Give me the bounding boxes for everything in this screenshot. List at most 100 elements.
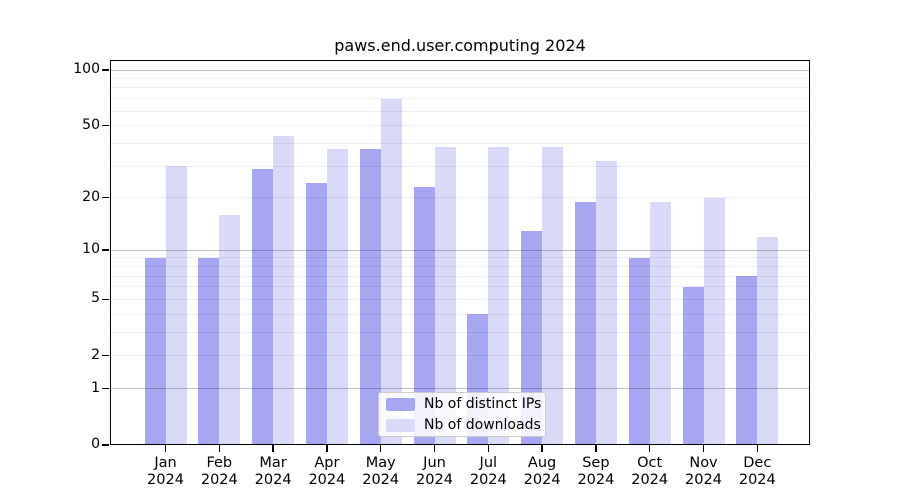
x-tick-month-sep: Sep (582, 455, 610, 471)
x-tick-month-jan: Jan (154, 455, 177, 471)
bar-nb-of-downloads-may (380, 98, 402, 445)
bar-nb-of-downloads-mar (273, 135, 295, 445)
gridline-minor-4 (110, 313, 810, 315)
legend-label-downloads: Nb of downloads (424, 417, 541, 433)
x-tick-month-apr: Apr (314, 455, 340, 471)
x-tick-label-oct: Oct 2024 (618, 455, 682, 489)
x-tick-aug (541, 445, 543, 452)
x-tick-month-feb: Feb (206, 455, 233, 471)
x-tick-label-may: May 2024 (349, 455, 413, 489)
x-tick-year-mar: 2024 (254, 472, 292, 488)
x-tick-mar (272, 445, 274, 452)
x-tick-month-aug: Aug (527, 455, 557, 471)
gridline-minor-30 (110, 165, 810, 167)
x-tick-month-oct: Oct (637, 455, 663, 471)
x-tick-month-mar: Mar (259, 455, 287, 471)
gridline-major-10 (110, 249, 810, 251)
x-tick-label-aug: Aug 2024 (510, 455, 574, 489)
x-tick-month-jul: Jul (479, 455, 498, 471)
gridline-minor-40 (110, 142, 810, 144)
legend-swatch-distinct-ips (386, 397, 415, 411)
x-tick-year-oct: 2024 (631, 472, 669, 488)
bar-nb-of-downloads-feb (219, 214, 241, 445)
gridline-minor-8 (110, 266, 810, 267)
x-tick-month-may: May (365, 455, 396, 471)
x-tick-year-jun: 2024 (416, 472, 453, 488)
x-tick-month-jun: Jun (423, 455, 446, 471)
gridline-minor-90 (110, 78, 810, 79)
x-tick-label-sep: Sep 2024 (564, 455, 628, 489)
gridline-minor-6 (110, 286, 810, 288)
bar-nb-of-downloads-oct (649, 201, 671, 445)
gridline-major-100 (110, 69, 810, 71)
x-tick-label-nov: Nov 2024 (672, 455, 736, 489)
y-tick-20 (102, 196, 109, 199)
legend-item-downloads: Nb of downloads (386, 417, 545, 433)
legend: Nb of distinct IPs Nb of downloads (378, 392, 546, 437)
bar-nb-of-distinct-ips-nov (682, 286, 704, 445)
x-tick-oct (648, 445, 651, 452)
y-tick-label-2: 2 (91, 346, 100, 363)
legend-item-distinct-ips: Nb of distinct IPs (386, 396, 545, 412)
y-tick-5 (102, 298, 109, 301)
bar-nb-of-downloads-aug (542, 147, 564, 445)
x-tick-label-jan: Jan 2024 (134, 455, 198, 489)
x-tick-label-dec: Dec 2024 (725, 455, 789, 489)
gridline-minor-50 (110, 125, 810, 126)
gridline-minor-20 (110, 197, 810, 199)
x-tick-year-jul: 2024 (469, 472, 507, 488)
y-tick-0 (102, 444, 109, 446)
bar-nb-of-distinct-ips-aug (521, 230, 543, 445)
bar-nb-of-distinct-ips-mar (252, 168, 274, 445)
legend-label-distinct-ips: Nb of distinct IPs (424, 396, 542, 412)
y-tick-1 (102, 387, 109, 390)
gridline-minor-9 (110, 257, 810, 259)
bar-nb-of-distinct-ips-feb (198, 257, 220, 445)
gridline-major-1 (110, 388, 810, 390)
x-tick-label-feb: Feb 2024 (187, 455, 251, 489)
chart-title: paws.end.user.computing 2024 (334, 36, 586, 55)
y-tick-label-0: 0 (91, 436, 100, 452)
x-tick-jul (487, 445, 490, 452)
x-tick-sep (595, 445, 597, 452)
y-tick-10 (102, 249, 109, 251)
x-tick-apr (326, 445, 328, 452)
x-tick-may (379, 445, 382, 452)
gridline-minor-7 (110, 275, 810, 277)
x-tick-month-nov: Nov (689, 455, 718, 471)
gridline-minor-60 (110, 110, 810, 112)
x-tick-nov (702, 445, 705, 452)
bar-nb-of-distinct-ips-dec (736, 276, 758, 445)
x-tick-year-nov: 2024 (685, 472, 722, 488)
bar-nb-of-distinct-ips-jun (413, 186, 435, 445)
x-tick-year-jan: 2024 (147, 472, 184, 488)
y-tick-label-50: 50 (82, 116, 100, 133)
x-tick-year-aug: 2024 (523, 472, 561, 488)
x-tick-feb (218, 445, 221, 452)
x-tick-year-sep: 2024 (577, 472, 615, 488)
bar-nb-of-downloads-apr (326, 149, 348, 445)
bar-nb-of-distinct-ips-apr (305, 183, 327, 445)
x-tick-year-apr: 2024 (308, 472, 346, 488)
x-tick-label-mar: Mar 2024 (241, 455, 305, 489)
bar-nb-of-downloads-nov (703, 197, 725, 445)
y-tick-label-5: 5 (91, 290, 100, 307)
x-tick-label-jul: Jul 2024 (456, 455, 520, 489)
gridline-minor-3 (110, 331, 810, 333)
gridline-minor-80 (110, 87, 810, 89)
x-tick-year-may: 2024 (362, 472, 400, 488)
bar-nb-of-distinct-ips-sep (574, 201, 596, 445)
y-tick-100 (102, 69, 109, 71)
x-tick-jun (433, 445, 436, 452)
y-tick-label-100: 100 (73, 60, 100, 77)
x-tick-year-feb: 2024 (200, 472, 238, 488)
bar-nb-of-distinct-ips-oct (628, 257, 650, 445)
plot-area: Nb of distinct IPs Nb of downloads (110, 60, 810, 445)
y-tick-label-10: 10 (82, 241, 100, 258)
x-tick-month-dec: Dec (743, 455, 772, 471)
y-tick-label-20: 20 (82, 188, 100, 205)
x-tick-jan (164, 445, 167, 452)
bar-nb-of-downloads-jan (165, 166, 187, 445)
x-tick-label-apr: Apr 2024 (295, 455, 359, 489)
